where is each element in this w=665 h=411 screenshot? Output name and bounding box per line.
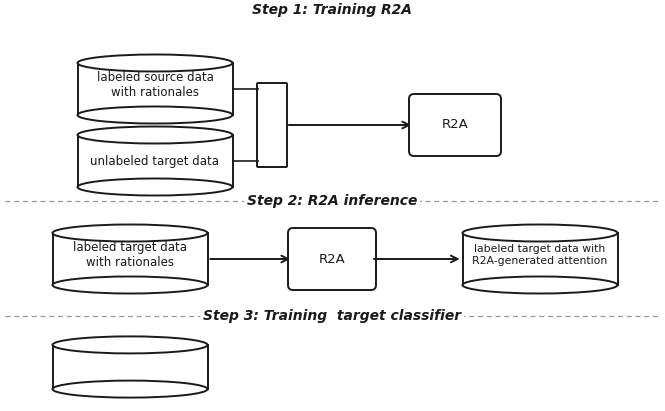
FancyBboxPatch shape <box>409 94 501 156</box>
Bar <box>53 233 207 285</box>
Bar <box>78 63 233 115</box>
Text: Step 3: Training  target classifier: Step 3: Training target classifier <box>203 309 461 323</box>
Text: R2A: R2A <box>319 252 345 266</box>
Text: unlabeled target data: unlabeled target data <box>90 155 219 168</box>
Ellipse shape <box>78 178 233 196</box>
Bar <box>78 135 233 187</box>
FancyBboxPatch shape <box>288 228 376 290</box>
Ellipse shape <box>462 224 618 242</box>
Text: Step 1: Training R2A: Step 1: Training R2A <box>252 3 412 17</box>
Ellipse shape <box>53 224 207 242</box>
Ellipse shape <box>53 277 207 293</box>
Ellipse shape <box>78 55 233 72</box>
Text: R2A: R2A <box>442 118 468 132</box>
Text: labeled target data with
R2A-generated attention: labeled target data with R2A-generated a… <box>472 244 608 266</box>
Ellipse shape <box>78 106 233 123</box>
Ellipse shape <box>78 127 233 143</box>
FancyBboxPatch shape <box>257 83 287 167</box>
Text: Step 2: R2A inference: Step 2: R2A inference <box>247 194 417 208</box>
Bar <box>462 233 618 285</box>
Bar <box>53 345 207 389</box>
Text: labeled source data
with rationales: labeled source data with rationales <box>96 71 213 99</box>
Ellipse shape <box>53 336 207 353</box>
Ellipse shape <box>53 381 207 397</box>
Ellipse shape <box>462 277 618 293</box>
Text: labeled target data
with rationales: labeled target data with rationales <box>73 241 187 269</box>
